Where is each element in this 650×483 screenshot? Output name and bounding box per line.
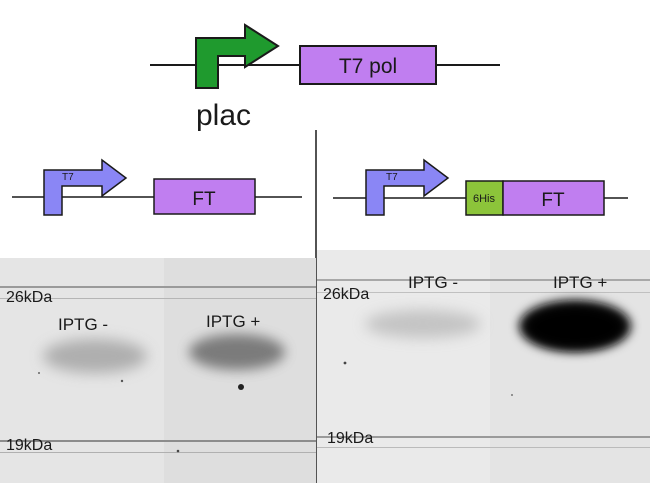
left-blot-line-top — [0, 286, 316, 288]
left-blot-band-iptg-plus — [189, 334, 285, 370]
left-blot: 26kDa 19kDa IPTG - IPTG + — [0, 258, 316, 483]
left-marker-19kda: 19kDa — [6, 437, 52, 454]
left-blot-band-iptg-minus — [43, 339, 147, 373]
right-blot-band-iptg-minus — [365, 310, 481, 338]
right-t7-label: T7 — [386, 172, 398, 183]
left-lane1-label: IPTG - — [58, 315, 108, 334]
left-t7-promoter-arrow-icon — [43, 158, 128, 216]
left-blot-lane2-background — [164, 258, 316, 483]
plac-label: plac — [196, 99, 251, 132]
left-blot-speck-4 — [38, 372, 40, 374]
left-lane2-label: IPTG + — [206, 312, 260, 331]
plac-promoter-arrow-icon — [195, 23, 280, 89]
left-ft-gene-box — [153, 178, 256, 215]
right-blot-line-top — [317, 279, 650, 281]
right-blot-lane2-background — [490, 250, 650, 483]
right-marker-19kda: 19kDa — [327, 430, 373, 447]
right-construct: T7 6His FT — [333, 158, 628, 216]
left-ft-label: FT — [192, 189, 216, 210]
left-blot-speck-2 — [120, 379, 124, 383]
left-t7-label: T7 — [62, 172, 74, 183]
left-blot-line-bottom — [0, 440, 316, 442]
right-6his-tag-box — [465, 180, 504, 216]
left-marker-26kda: 26kDa — [6, 289, 52, 306]
left-blot-line-top2 — [0, 298, 316, 299]
right-blot-band-iptg-plus-core — [527, 307, 623, 347]
t7-pol-label: T7 pol — [339, 55, 397, 78]
left-construct: T7 FT — [12, 158, 302, 216]
right-lane1-label: IPTG - — [408, 273, 458, 292]
left-blot-line-bottom2 — [0, 452, 316, 453]
right-blot-speck-1 — [343, 361, 347, 365]
right-lane2-label: IPTG + — [553, 273, 607, 292]
right-blot: 26kDa 19kDa IPTG - IPTG + — [317, 250, 650, 483]
right-blot-line-bottom — [317, 436, 650, 438]
right-blot-line-bottom2 — [317, 447, 650, 448]
right-t7-promoter-arrow-icon — [365, 158, 450, 216]
left-blot-speck-1 — [238, 384, 244, 390]
top-construct: plac T7 pol — [150, 23, 500, 132]
right-ft-gene-box — [502, 180, 605, 216]
t7-pol-gene-box — [299, 45, 437, 85]
right-ft-label: FT — [541, 190, 565, 211]
left-blot-speck-3 — [176, 449, 180, 453]
right-blot-line-top2 — [317, 292, 650, 293]
right-6his-label: 6His — [473, 193, 496, 205]
right-marker-26kda: 26kDa — [323, 286, 369, 303]
right-blot-speck-2 — [511, 394, 513, 396]
